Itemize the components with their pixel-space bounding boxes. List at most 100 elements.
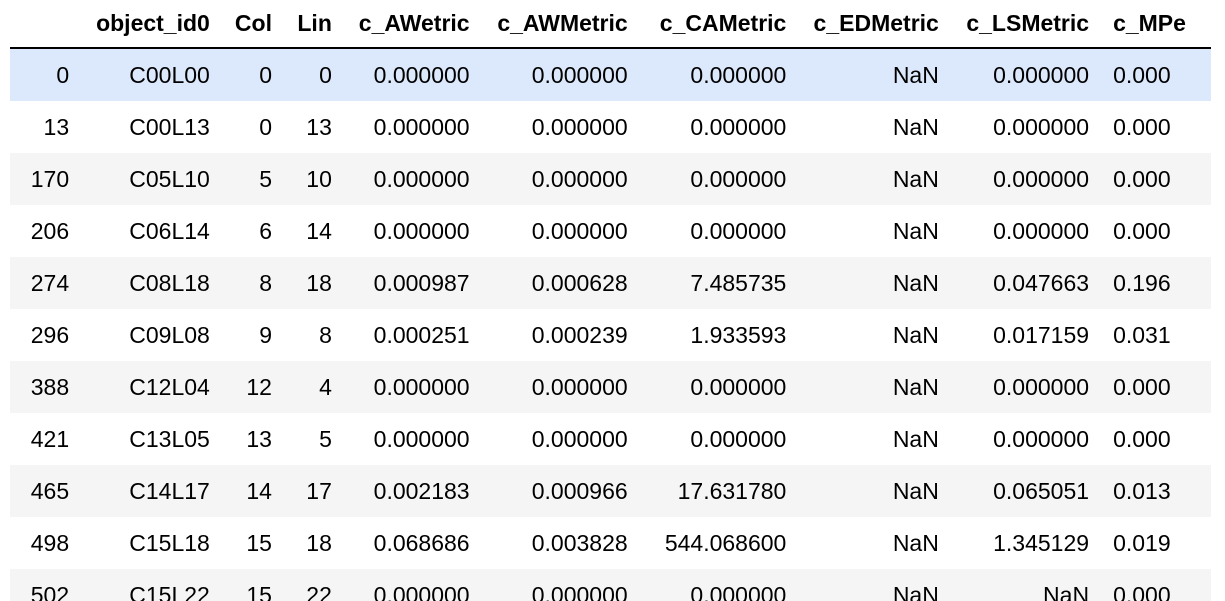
c-mpe-cell: 0.000	[1113, 217, 1171, 244]
col-cell: 13	[246, 425, 272, 452]
c-mpe-cell: 0.000	[1113, 165, 1171, 192]
table-row-selected[interactable]: 0 C00L00 0 0 0.000000 0.000000 0.000000 NaN 0.00…	[10, 48, 1211, 101]
c-awetric-cell: 0.000000	[373, 425, 470, 452]
col-cell: 6	[259, 217, 272, 244]
row-index: 170	[30, 165, 70, 192]
col-cell: 0	[259, 113, 272, 140]
c-lsmetric-cell: 0.000000	[993, 165, 1090, 192]
column-header-c-lsmetric[interactable]: c_LSMetric	[950, 0, 1102, 49]
c-awmetric-cell: 0.000000	[531, 217, 628, 244]
object-id0-cell: C05L10	[129, 165, 210, 192]
c-awmetric-cell: 0.000239	[531, 321, 628, 348]
column-header-c-awmetric[interactable]: c_AWMetric	[481, 0, 640, 49]
col-cell: 5	[259, 165, 272, 192]
c-awetric-cell: 0.002183	[373, 477, 470, 504]
column-header-c-cametric[interactable]: c_CAMetric	[639, 0, 799, 49]
lin-cell: 10	[306, 165, 332, 192]
table-row[interactable]: 206 C06L14 6 14 0.000000 0.000000 0.000000 NaN 0…	[10, 205, 1211, 257]
object-id0-cell: C00L13	[129, 113, 210, 140]
index-header	[10, 0, 82, 49]
table-row[interactable]: 274 C08L18 8 18 0.000987 0.000628 7.485735 NaN 0…	[10, 257, 1211, 309]
lin-cell: 0	[319, 61, 332, 88]
table-row[interactable]: 13 C00L13 0 13 0.000000 0.000000 0.000000 NaN 0.…	[10, 101, 1211, 153]
lin-cell: 17	[306, 477, 332, 504]
object-id0-cell: C06L14	[129, 217, 210, 244]
c-lsmetric-cell: NaN	[1043, 581, 1090, 601]
column-header-c-edmetric[interactable]: c_EDMetric	[798, 0, 951, 49]
c-awetric-cell: 0.000000	[373, 581, 470, 601]
c-edmetric-cell: NaN	[892, 269, 939, 296]
c-awmetric-cell: 0.000628	[531, 269, 628, 296]
c-edmetric-cell: NaN	[892, 425, 939, 452]
row-index: 388	[30, 373, 70, 400]
c-awmetric-cell: 0.000000	[531, 373, 628, 400]
table-row[interactable]: 502 C15L22 15 22 0.000000 0.000000 0.000000 NaN…	[10, 569, 1211, 601]
row-index: 421	[30, 425, 70, 452]
object-id0-cell: C00L00	[129, 61, 210, 88]
row-index: 0	[56, 61, 70, 88]
col-cell: 12	[246, 373, 272, 400]
c-mpe-cell: 0.000	[1113, 113, 1171, 140]
table-row[interactable]: 498 C15L18 15 18 0.068686 0.003828 544.068600 N…	[10, 517, 1211, 569]
column-header-lin[interactable]: Lin	[283, 0, 344, 49]
c-edmetric-cell: NaN	[892, 165, 939, 192]
c-awmetric-cell: 0.003828	[531, 529, 628, 556]
table-row[interactable]: 465 C14L17 14 17 0.002183 0.000966 17.631780 Na…	[10, 465, 1211, 517]
c-mpe-cell: 0.019	[1113, 529, 1171, 556]
c-awmetric-cell: 0.000966	[531, 477, 628, 504]
c-edmetric-cell: NaN	[892, 581, 939, 601]
object-id0-cell: C15L22	[129, 581, 210, 601]
c-awetric-cell: 0.000987	[373, 269, 470, 296]
row-index: 13	[43, 113, 70, 140]
c-cametric-cell: 1.933593	[690, 321, 787, 348]
c-awmetric-cell: 0.000000	[531, 165, 628, 192]
c-mpe-cell: 0.000	[1113, 373, 1171, 400]
row-index: 206	[30, 217, 70, 244]
object-id0-cell: C14L17	[129, 477, 210, 504]
c-cametric-cell: 0.000000	[690, 165, 787, 192]
c-lsmetric-cell: 0.000000	[993, 113, 1090, 140]
col-cell: 9	[259, 321, 272, 348]
table-row[interactable]: 296 C09L08 9 8 0.000251 0.000239 1.933593 NaN 0.…	[10, 309, 1211, 361]
c-cametric-cell: 544.068600	[664, 529, 787, 556]
column-header-object-id0[interactable]: object_id0	[81, 0, 222, 49]
c-mpe-cell: 0.013	[1113, 477, 1171, 504]
lin-cell: 14	[306, 217, 332, 244]
column-header-c-mpe[interactable]: c_MPe	[1101, 0, 1211, 49]
table-row[interactable]: 170 C05L10 5 10 0.000000 0.000000 0.000000 NaN 0…	[10, 153, 1211, 205]
c-cametric-cell: 7.485735	[690, 269, 787, 296]
object-id0-cell: C13L05	[129, 425, 210, 452]
object-id0-cell: C12L04	[129, 373, 210, 400]
header-row: object_id0 Col Lin c_AWetric c_AWMetric …	[10, 0, 1211, 49]
c-lsmetric-cell: 0.000000	[993, 373, 1090, 400]
c-cametric-cell: 0.000000	[690, 425, 787, 452]
col-cell: 14	[246, 477, 272, 504]
c-awetric-cell: 0.000251	[373, 321, 470, 348]
c-awetric-cell: 0.068686	[373, 529, 470, 556]
lin-cell: 18	[306, 269, 332, 296]
c-edmetric-cell: NaN	[892, 529, 939, 556]
column-header-col[interactable]: Col	[221, 0, 284, 49]
dataframe-table: object_id0 Col Lin c_AWetric c_AWMetric …	[10, 0, 1211, 601]
table-row[interactable]: 388 C12L04 12 4 0.000000 0.000000 0.000000 NaN 0…	[10, 361, 1211, 413]
c-awetric-cell: 0.000000	[373, 373, 470, 400]
column-header-c-awetric[interactable]: c_AWetric	[343, 0, 482, 49]
table-row[interactable]: 421 C13L05 13 5 0.000000 0.000000 0.000000 NaN 0…	[10, 413, 1211, 465]
c-lsmetric-cell: 0.017159	[993, 321, 1090, 348]
lin-cell: 4	[319, 373, 332, 400]
col-cell: 0	[259, 61, 272, 88]
c-awmetric-cell: 0.000000	[531, 425, 628, 452]
c-lsmetric-cell: 1.345129	[993, 529, 1090, 556]
c-lsmetric-cell: 0.000000	[993, 61, 1090, 88]
c-mpe-cell: 0.196	[1113, 269, 1171, 296]
c-lsmetric-cell: 0.000000	[993, 425, 1090, 452]
lin-cell: 5	[319, 425, 332, 452]
row-index: 296	[30, 321, 70, 348]
c-mpe-cell: 0.000	[1113, 581, 1171, 601]
c-cametric-cell: 0.000000	[690, 373, 787, 400]
row-index: 502	[30, 581, 70, 601]
c-awmetric-cell: 0.000000	[531, 113, 628, 140]
c-edmetric-cell: NaN	[892, 477, 939, 504]
dataframe-viewport[interactable]: object_id0 Col Lin c_AWetric c_AWMetric …	[10, 0, 1211, 601]
c-awmetric-cell: 0.000000	[531, 61, 628, 88]
